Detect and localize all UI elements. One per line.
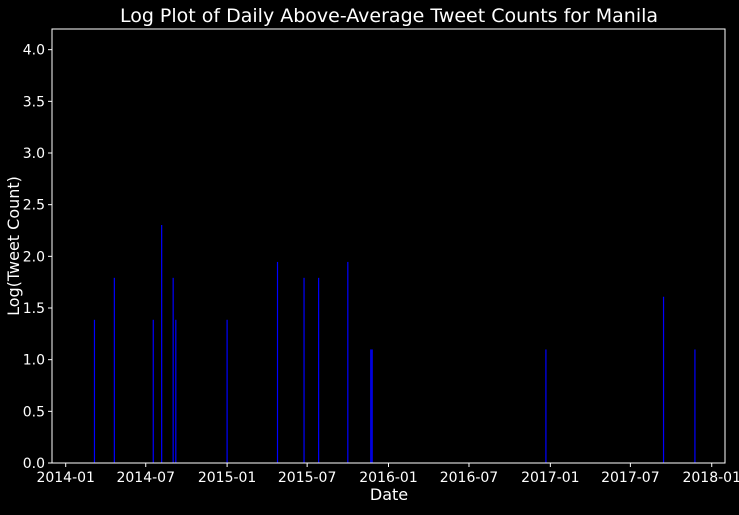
bar	[371, 349, 373, 463]
y-tick-label: 2.5	[23, 198, 45, 214]
bar	[318, 277, 320, 463]
x-tick-label: 2016-01	[359, 470, 418, 486]
y-tick-label: 0.5	[23, 404, 45, 420]
y-axis: 0.0 0.5 1.0 1.5 2.0 2.5 3.0 3.5 4.0	[23, 43, 52, 472]
y-tick-label: 0.0	[23, 456, 45, 472]
y-axis-label: Log(Tweet Count)	[4, 176, 23, 316]
y-tick-label: 4.0	[23, 43, 45, 59]
x-axis-label: Date	[370, 485, 408, 504]
bar	[161, 225, 163, 463]
x-tick-label: 2017-07	[601, 470, 660, 486]
x-tick-label: 2016-07	[440, 470, 499, 486]
bar	[694, 349, 696, 463]
x-tick-label: 2014-07	[116, 470, 175, 486]
plot-area	[52, 29, 725, 463]
x-tick-label: 2018-01	[682, 470, 739, 486]
bar	[175, 319, 177, 463]
x-tick-label: 2015-01	[198, 470, 257, 486]
y-tick-label: 1.0	[23, 353, 45, 369]
x-axis: 2014-01 2014-07 2015-01 2015-07 2016-01 2016-…	[36, 463, 739, 486]
bar	[172, 277, 174, 463]
bars-layer	[93, 225, 696, 463]
y-tick-label: 1.5	[23, 301, 45, 317]
bar	[545, 349, 547, 463]
bar	[93, 319, 96, 463]
bar	[347, 261, 349, 463]
y-tick-label: 2.0	[23, 249, 45, 265]
chart-title: Log Plot of Daily Above-Average Tweet Co…	[120, 5, 658, 27]
x-tick-label: 2015-07	[278, 470, 337, 486]
bar	[662, 296, 665, 463]
bar	[152, 319, 154, 463]
bar	[303, 277, 305, 463]
bar	[370, 349, 372, 463]
x-tick-label: 2017-01	[521, 470, 580, 486]
y-tick-label: 3.5	[23, 94, 45, 110]
bar	[113, 277, 115, 463]
bar	[226, 319, 228, 463]
bar	[276, 261, 279, 463]
x-tick-label: 2014-01	[36, 470, 95, 486]
y-tick-label: 3.0	[23, 146, 45, 162]
